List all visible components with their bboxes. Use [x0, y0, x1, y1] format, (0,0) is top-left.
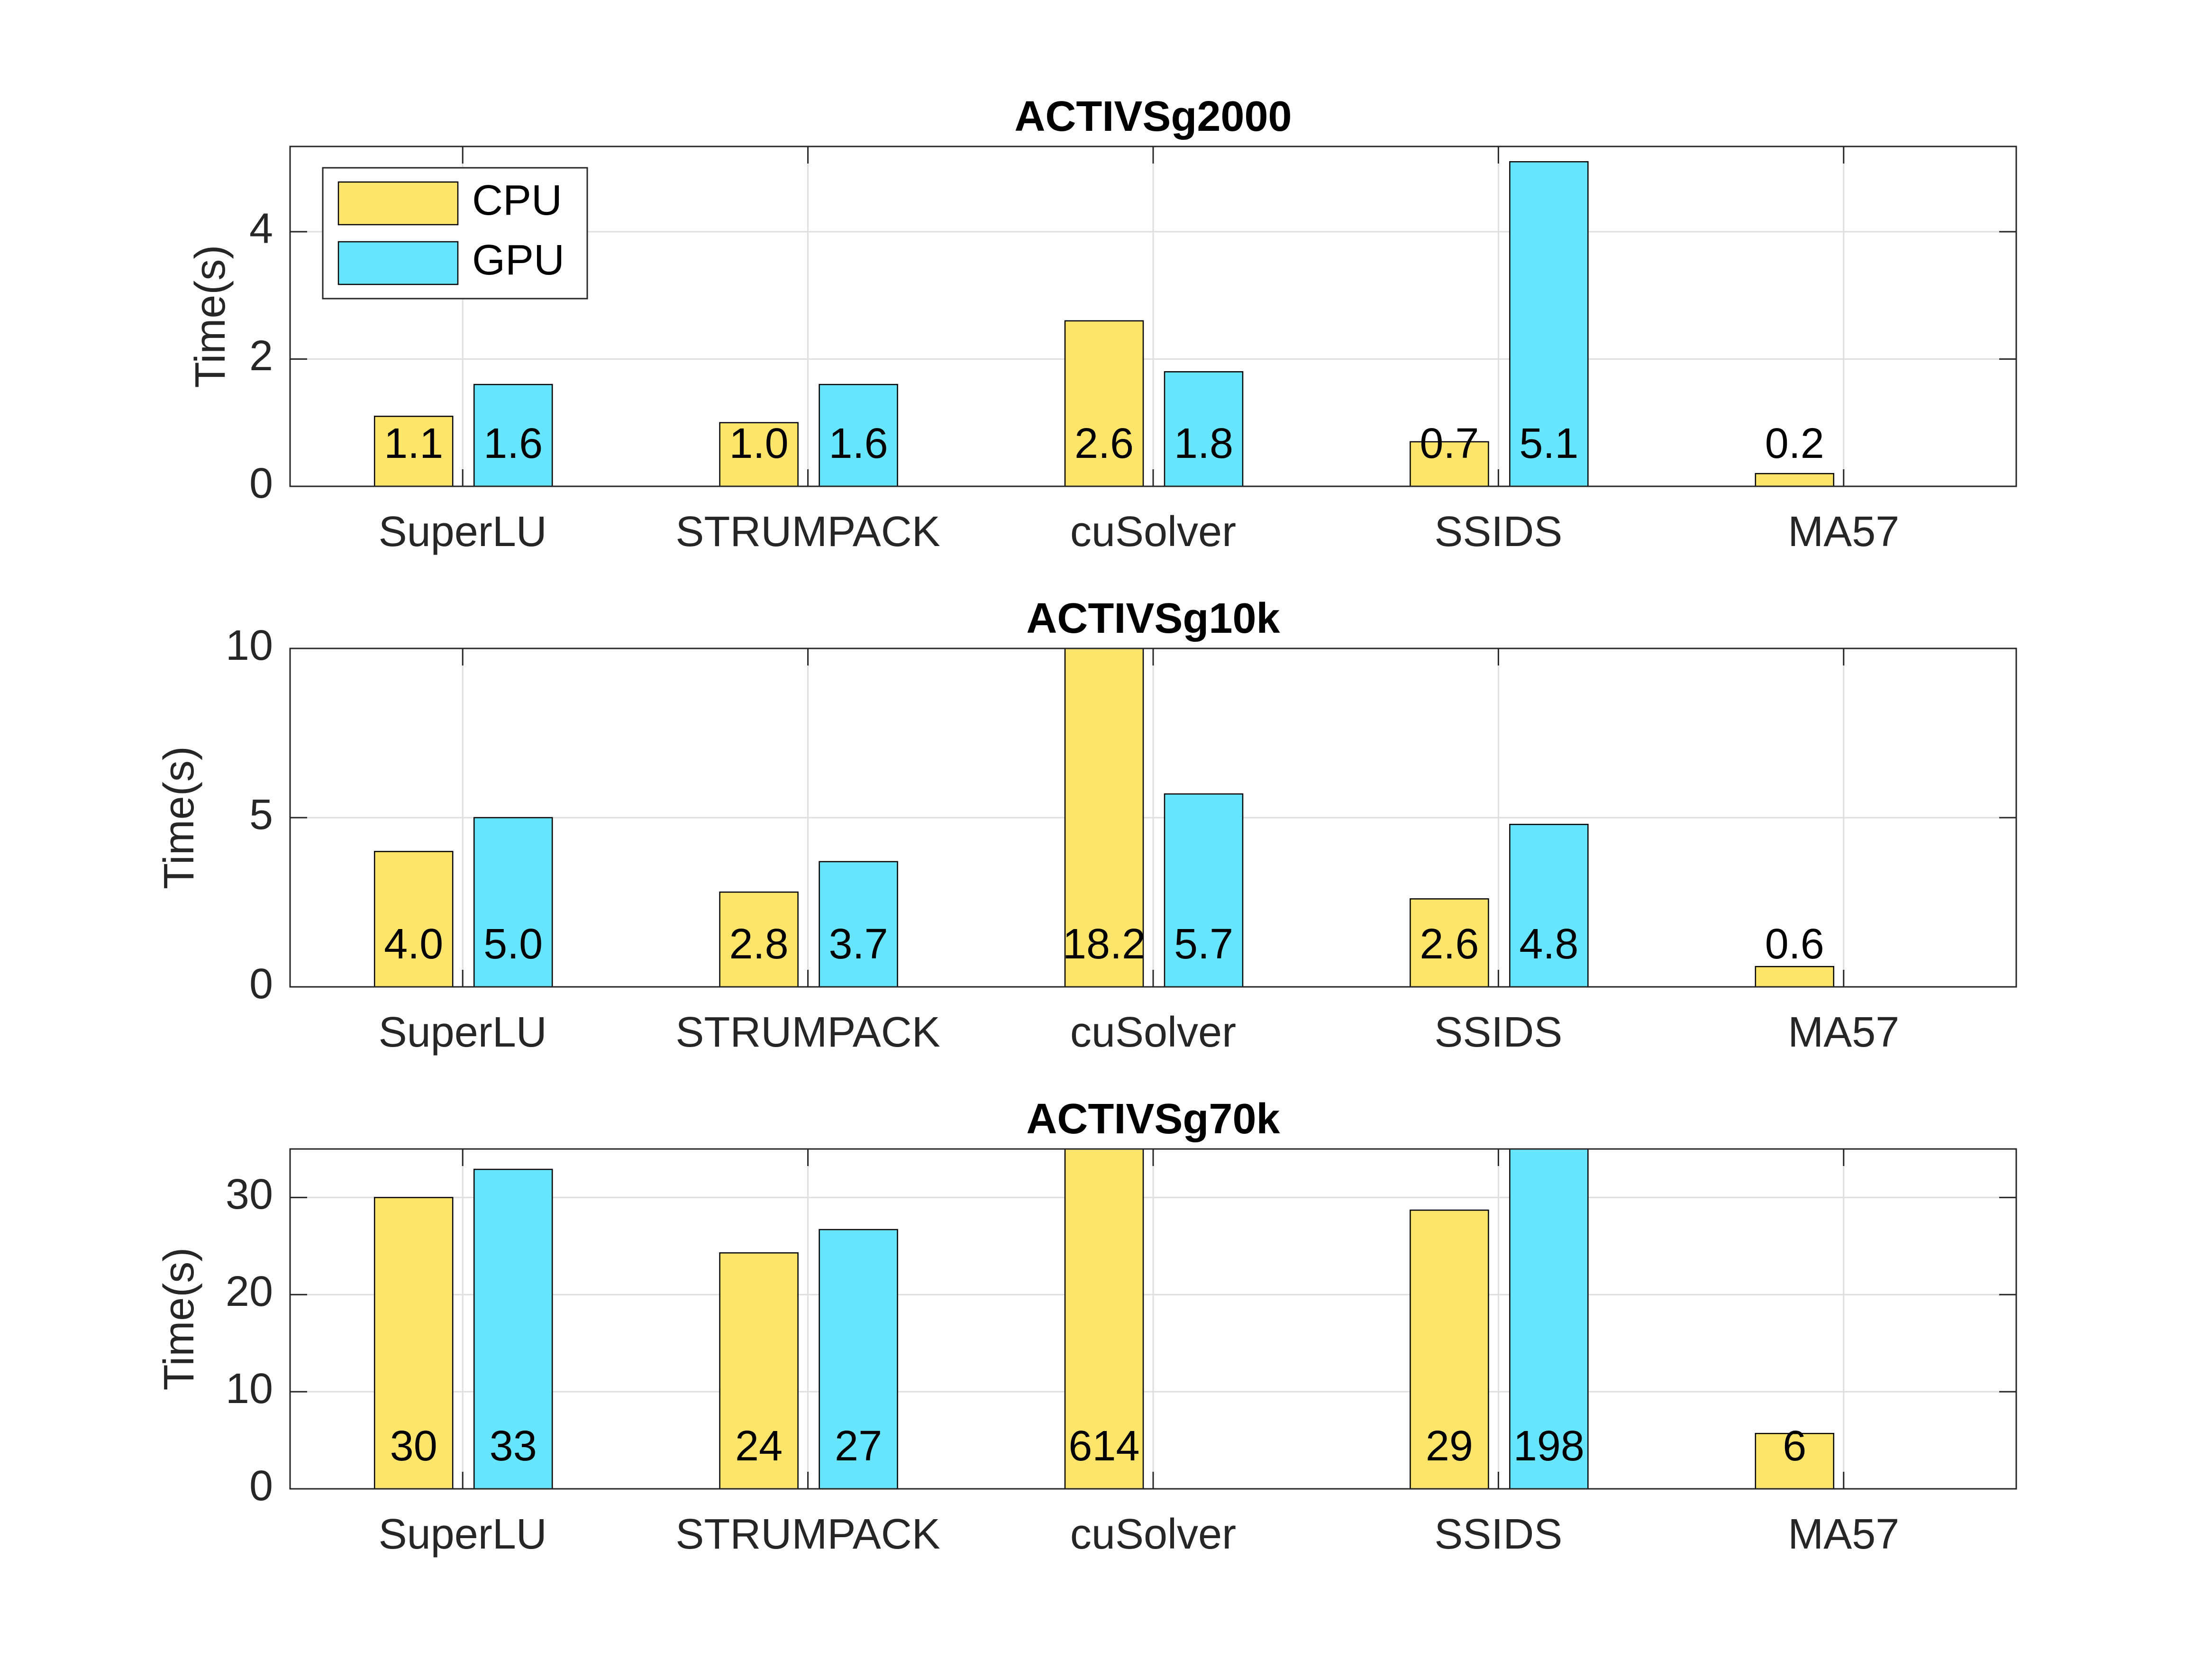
- axes-box: [289, 1148, 2017, 1490]
- y-tick-label: 4: [249, 205, 273, 253]
- data-label: 1.6: [829, 420, 888, 467]
- data-label: 5.1: [1519, 420, 1578, 467]
- x-tick-label: cuSolver: [1070, 508, 1236, 556]
- x-tick-label: SSIDS: [1434, 1009, 1562, 1056]
- bar: [1509, 161, 1589, 486]
- data-label: 0.2: [1765, 420, 1824, 467]
- data-label: 4.8: [1519, 921, 1578, 968]
- y-tick-label: 10: [226, 622, 273, 669]
- data-label: 4.0: [384, 921, 443, 968]
- bar: [719, 891, 799, 987]
- bar: [819, 861, 898, 987]
- x-tick-label: STRUMPACK: [675, 1009, 940, 1056]
- data-label: 1.1: [384, 420, 443, 467]
- chart-title: ACTIVSg70k: [1026, 1095, 1280, 1143]
- y-axis-label: Time(s): [155, 746, 203, 889]
- bar: [373, 416, 454, 486]
- bar: [473, 817, 553, 987]
- data-label: 33: [490, 1422, 537, 1470]
- x-tick-label: STRUMPACK: [675, 508, 940, 556]
- data-label: 27: [835, 1422, 882, 1470]
- chart-title: ACTIVSg10k: [1026, 595, 1280, 642]
- legend-label: CPU: [472, 177, 562, 224]
- x-tick-label: SuperLU: [379, 1511, 547, 1558]
- bar: [1064, 648, 1144, 987]
- bars: [373, 1149, 1835, 1489]
- bar: [473, 383, 553, 486]
- legend-swatch: [337, 241, 459, 285]
- x-tick-label: cuSolver: [1070, 1009, 1236, 1056]
- axes-box: [289, 647, 2017, 988]
- data-label: 1.0: [729, 420, 789, 467]
- data-label: 2.8: [729, 921, 789, 968]
- bar: [1410, 1209, 1489, 1489]
- data-label: 5.7: [1174, 921, 1233, 968]
- bars: [373, 648, 1835, 987]
- data-label: 1.8: [1174, 420, 1233, 467]
- y-tick-label: 0: [249, 1462, 273, 1510]
- legend-swatch: [337, 181, 459, 226]
- y-tick-label: 20: [226, 1268, 273, 1315]
- bar: [373, 851, 454, 987]
- y-tick-label: 30: [226, 1171, 273, 1218]
- bar: [1755, 1432, 1835, 1489]
- bar: [1064, 320, 1144, 486]
- x-tick-label: MA57: [1788, 1511, 1899, 1558]
- data-label: 24: [735, 1422, 783, 1470]
- bar: [819, 383, 898, 486]
- data-label: 0.7: [1420, 420, 1479, 467]
- y-axis-label: Time(s): [155, 1248, 203, 1391]
- bar: [1755, 966, 1835, 987]
- bar: [1509, 1149, 1589, 1489]
- data-label: 18.2: [1063, 921, 1146, 968]
- x-tick-label: cuSolver: [1070, 1511, 1236, 1558]
- bar: [719, 1252, 799, 1489]
- bar: [473, 1168, 553, 1489]
- data-label: 30: [390, 1422, 437, 1470]
- axes-box: [289, 146, 2017, 487]
- y-tick-label: 2: [249, 332, 273, 380]
- bar: [1064, 1149, 1144, 1489]
- x-tick-label: SuperLU: [379, 1009, 547, 1056]
- chart-title: ACTIVSg2000: [1014, 93, 1292, 140]
- x-tick-label: STRUMPACK: [675, 1511, 940, 1558]
- x-tick-label: SuperLU: [379, 508, 547, 556]
- y-tick-label: 0: [249, 460, 273, 507]
- bar: [1164, 371, 1244, 486]
- y-axis-label: Time(s): [187, 245, 234, 388]
- bars: [373, 161, 1835, 486]
- bar: [1164, 793, 1244, 987]
- bar: [819, 1229, 898, 1489]
- x-tick-label: SSIDS: [1434, 508, 1562, 556]
- bar: [1755, 473, 1835, 486]
- bar: [373, 1197, 454, 1489]
- legend-label: GPU: [472, 237, 564, 284]
- data-label: 3.7: [829, 921, 888, 968]
- data-label: 1.6: [483, 420, 543, 467]
- bar: [1509, 824, 1589, 987]
- x-tick-label: MA57: [1788, 508, 1899, 556]
- data-label: 2.6: [1074, 420, 1134, 467]
- data-label: 29: [1426, 1422, 1473, 1470]
- y-tick-label: 10: [226, 1365, 273, 1413]
- data-label: 5.0: [483, 921, 543, 968]
- data-label: 2.6: [1420, 921, 1479, 968]
- bar: [1410, 898, 1489, 987]
- y-tick-label: 5: [249, 791, 273, 839]
- data-label: 6: [1783, 1422, 1806, 1470]
- y-tick-label: 0: [249, 960, 273, 1008]
- bar: [719, 422, 799, 486]
- data-label: 614: [1068, 1422, 1139, 1470]
- data-label: 0.6: [1765, 921, 1824, 968]
- x-tick-label: SSIDS: [1434, 1511, 1562, 1558]
- x-tick-label: MA57: [1788, 1009, 1899, 1056]
- data-label: 198: [1513, 1422, 1584, 1470]
